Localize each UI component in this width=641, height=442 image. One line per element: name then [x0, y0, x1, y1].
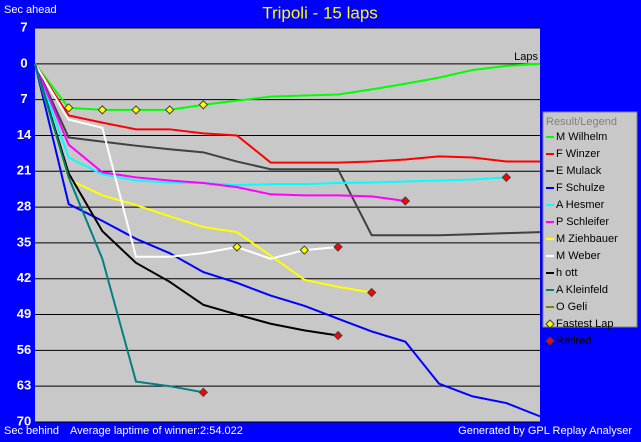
y-tick-label: 21 — [17, 163, 31, 178]
footer-right: Generated by GPL Replay Analyser — [458, 425, 632, 437]
y-tick-label: 49 — [17, 306, 31, 321]
series-line — [34, 62, 541, 111]
legend-marker — [545, 336, 555, 346]
y-tick-label: 35 — [17, 234, 31, 249]
legend-label: M Ziehbauer — [556, 233, 618, 245]
series-line — [34, 63, 406, 202]
fastest-lap-marker — [164, 105, 175, 115]
y-tick-label: 0 — [20, 55, 27, 70]
retired-marker — [333, 330, 343, 341]
x-axis-label: Laps — [514, 51, 538, 63]
fastest-lap-marker — [232, 242, 242, 252]
series-line — [34, 63, 507, 187]
legend-label: h ott — [556, 267, 577, 279]
legend-label: E Mulack — [556, 165, 602, 177]
legend-label: Fastest Lap — [556, 318, 613, 330]
fastest-lap-marker — [198, 100, 209, 110]
y-tick-label: 42 — [17, 270, 31, 285]
legend-label: P Schleifer — [556, 216, 609, 228]
footer-left: Average laptime of winner:2:54.022 — [70, 425, 243, 437]
legend-label: A Hesmer — [556, 199, 605, 211]
legend-label: F Schulze — [556, 182, 605, 194]
retired-marker — [198, 387, 209, 398]
fastest-lap-marker — [131, 105, 141, 115]
series-line — [34, 63, 541, 237]
series-line — [34, 63, 372, 294]
y-tick-label: 70 — [17, 413, 31, 428]
series-line — [34, 63, 339, 260]
y-bottom-label: Sec behind — [4, 425, 59, 437]
legend-marker — [545, 319, 555, 329]
legend-title: Result/Legend — [546, 116, 617, 128]
fastest-lap-marker — [63, 103, 74, 113]
y-tick-label: 56 — [17, 342, 31, 357]
legend-label: O Geli — [556, 301, 587, 313]
retired-marker — [333, 242, 343, 252]
legend-label: Retired — [556, 335, 591, 347]
y-tick-label: 28 — [17, 199, 31, 214]
retired-marker — [501, 172, 512, 183]
plot-area — [35, 28, 540, 422]
series-line — [34, 63, 339, 337]
legend-label: M Weber — [556, 250, 601, 262]
series-line — [34, 63, 541, 418]
y-top-label: Sec ahead — [4, 4, 57, 16]
y-tick-label: 7 — [20, 91, 27, 106]
series-line — [34, 63, 204, 394]
retired-marker — [400, 196, 411, 206]
y-tick-label: 7 — [20, 19, 27, 34]
fastest-lap-marker — [97, 105, 108, 115]
retired-marker — [366, 287, 377, 298]
series-line — [34, 63, 540, 164]
y-tick-label: 63 — [17, 378, 31, 393]
y-tick-label: 14 — [17, 127, 32, 142]
legend-label: A Kleinfeld — [556, 284, 608, 296]
legend-label: F Winzer — [556, 148, 600, 160]
chart-title: Tripoli - 15 laps — [262, 3, 378, 22]
legend-label: M Wilhelm — [556, 131, 607, 143]
fastest-lap-marker — [299, 245, 310, 255]
legend-box — [542, 111, 638, 328]
